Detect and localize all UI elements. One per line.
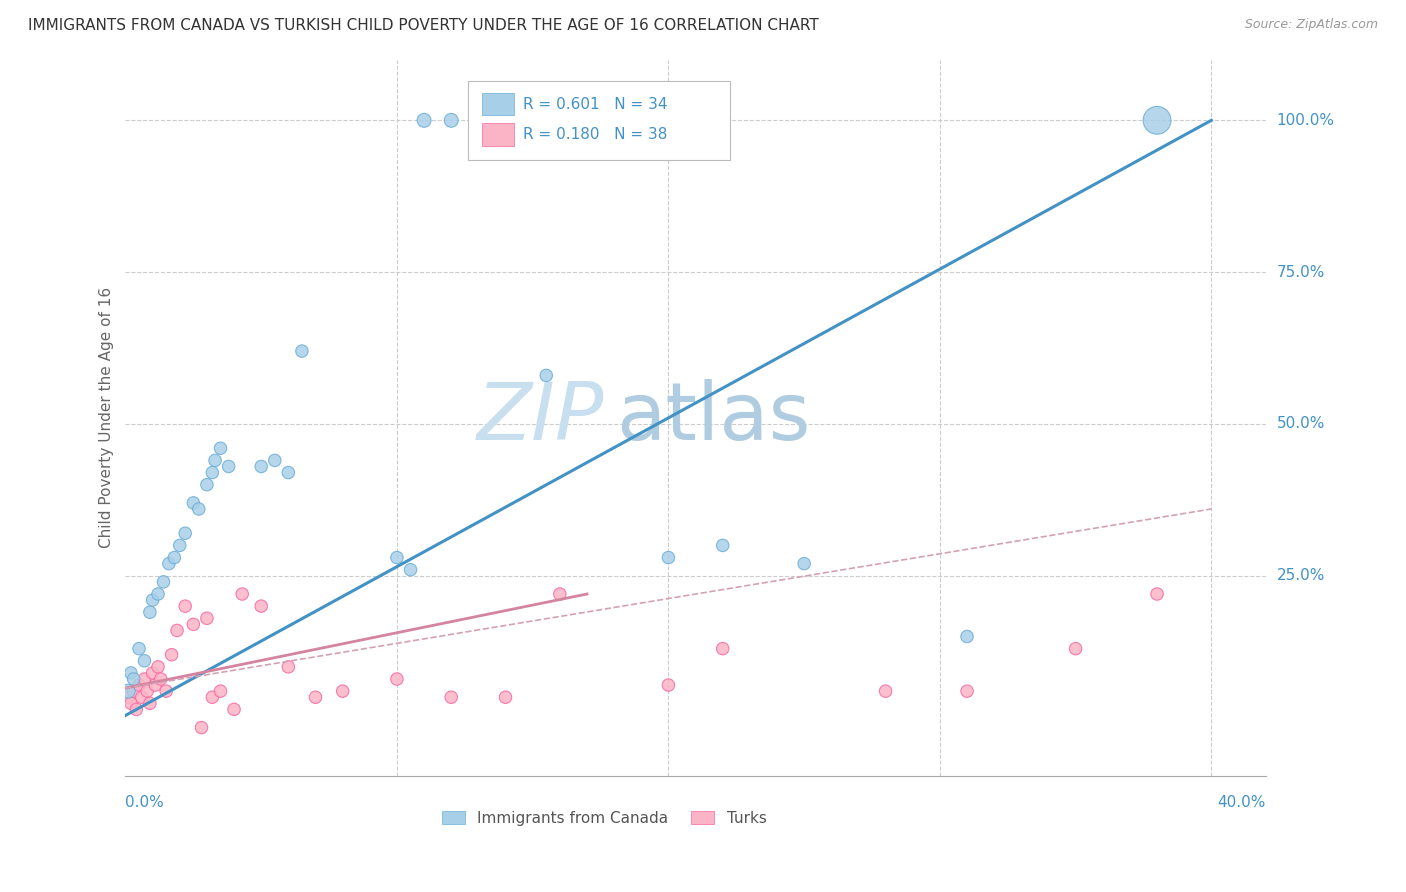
- Point: [166, 624, 188, 638]
- Point: [128, 641, 150, 656]
- Text: 75.0%: 75.0%: [1277, 265, 1324, 280]
- Point: [263, 453, 285, 467]
- Point: [128, 678, 150, 692]
- Point: [163, 550, 186, 565]
- Point: [231, 587, 253, 601]
- Point: [399, 563, 422, 577]
- Point: [657, 678, 679, 692]
- Text: atlas: atlas: [616, 379, 810, 457]
- Point: [1146, 587, 1168, 601]
- Point: [793, 557, 815, 571]
- Point: [956, 684, 979, 698]
- Point: [169, 538, 191, 552]
- Point: [125, 702, 148, 716]
- Point: [195, 477, 218, 491]
- Point: [218, 459, 240, 474]
- Point: [250, 599, 273, 614]
- Y-axis label: Child Poverty Under the Age of 16: Child Poverty Under the Age of 16: [100, 287, 114, 549]
- Point: [291, 344, 314, 359]
- Point: [146, 587, 169, 601]
- Point: [122, 672, 145, 686]
- Point: [120, 696, 142, 710]
- Point: [495, 690, 517, 705]
- Point: [139, 696, 162, 710]
- FancyBboxPatch shape: [482, 123, 515, 145]
- FancyBboxPatch shape: [482, 93, 515, 115]
- Point: [195, 611, 218, 625]
- Point: [277, 660, 299, 674]
- Point: [201, 466, 224, 480]
- Text: 25.0%: 25.0%: [1277, 568, 1324, 583]
- Text: ZIP: ZIP: [477, 379, 605, 457]
- Text: 0.0%: 0.0%: [125, 795, 165, 810]
- Point: [139, 605, 162, 619]
- Text: 40.0%: 40.0%: [1218, 795, 1265, 810]
- Point: [146, 660, 169, 674]
- Point: [277, 466, 299, 480]
- Point: [250, 459, 273, 474]
- Point: [956, 630, 979, 644]
- FancyBboxPatch shape: [468, 81, 730, 160]
- Point: [222, 702, 245, 716]
- Point: [152, 574, 174, 589]
- Text: 50.0%: 50.0%: [1277, 417, 1324, 432]
- Text: 100.0%: 100.0%: [1277, 112, 1334, 128]
- Text: R = 0.180   N = 38: R = 0.180 N = 38: [523, 127, 668, 142]
- Point: [385, 672, 408, 686]
- Point: [875, 684, 897, 698]
- Point: [117, 690, 139, 705]
- Point: [122, 684, 145, 698]
- Point: [536, 368, 558, 383]
- Point: [201, 690, 224, 705]
- Point: [657, 550, 679, 565]
- Point: [209, 684, 232, 698]
- Point: [413, 113, 436, 128]
- Legend: Immigrants from Canada, Turks: Immigrants from Canada, Turks: [443, 811, 766, 826]
- Point: [134, 654, 156, 668]
- Text: Source: ZipAtlas.com: Source: ZipAtlas.com: [1244, 18, 1378, 31]
- Point: [143, 678, 166, 692]
- Point: [187, 502, 209, 516]
- Point: [440, 690, 463, 705]
- Point: [1064, 641, 1087, 656]
- Point: [149, 672, 172, 686]
- Point: [204, 453, 226, 467]
- Point: [134, 672, 156, 686]
- Point: [1146, 113, 1168, 128]
- Point: [190, 721, 212, 735]
- Point: [136, 684, 159, 698]
- Text: IMMIGRANTS FROM CANADA VS TURKISH CHILD POVERTY UNDER THE AGE OF 16 CORRELATION : IMMIGRANTS FROM CANADA VS TURKISH CHILD …: [28, 18, 818, 33]
- Point: [183, 496, 205, 510]
- Point: [548, 587, 571, 601]
- Point: [711, 538, 734, 552]
- Point: [131, 690, 153, 705]
- Point: [711, 641, 734, 656]
- Point: [174, 526, 197, 541]
- Point: [142, 593, 165, 607]
- Point: [209, 442, 232, 456]
- Point: [157, 557, 180, 571]
- Point: [304, 690, 326, 705]
- Point: [160, 648, 183, 662]
- Point: [183, 617, 205, 632]
- Point: [332, 684, 354, 698]
- Point: [120, 665, 142, 680]
- Text: R = 0.601   N = 34: R = 0.601 N = 34: [523, 96, 668, 112]
- Point: [385, 550, 408, 565]
- Point: [142, 665, 165, 680]
- Point: [174, 599, 197, 614]
- Point: [117, 684, 139, 698]
- Point: [440, 113, 463, 128]
- Point: [155, 684, 177, 698]
